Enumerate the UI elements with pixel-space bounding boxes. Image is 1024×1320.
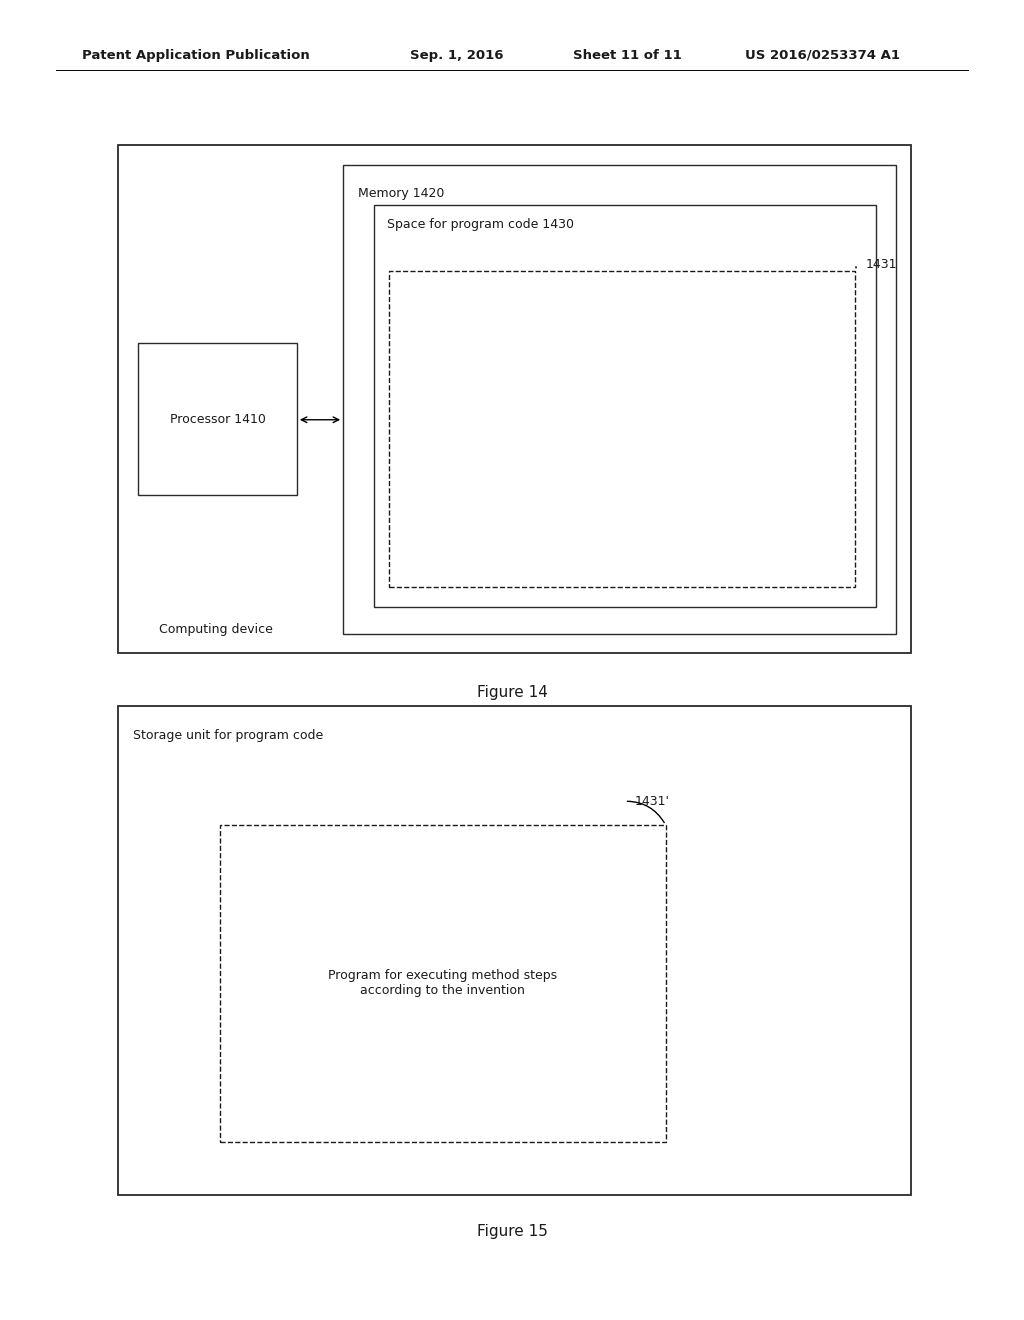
Bar — [118, 145, 911, 653]
Bar — [138, 343, 297, 495]
Bar — [118, 706, 911, 1195]
Text: 1431: 1431 — [865, 257, 897, 271]
Text: Figure 15: Figure 15 — [476, 1224, 548, 1239]
Text: Program for executing method steps
according to the invention: Program for executing method steps accor… — [508, 414, 736, 444]
Bar — [220, 825, 666, 1142]
Text: Patent Application Publication: Patent Application Publication — [82, 49, 309, 62]
Bar — [389, 271, 855, 587]
Text: Space for program code 1430: Space for program code 1430 — [387, 218, 574, 231]
Text: Processor 1410: Processor 1410 — [170, 413, 265, 425]
Text: Storage unit for program code: Storage unit for program code — [133, 729, 324, 742]
Text: Program for executing method steps
according to the invention: Program for executing method steps accor… — [329, 969, 557, 998]
Text: 1431': 1431' — [635, 795, 670, 808]
Bar — [343, 165, 896, 634]
Text: Computing device: Computing device — [159, 623, 272, 636]
Text: Memory 1420: Memory 1420 — [358, 187, 444, 201]
Text: Sep. 1, 2016: Sep. 1, 2016 — [410, 49, 503, 62]
Bar — [374, 205, 876, 607]
Text: Figure 14: Figure 14 — [476, 685, 548, 701]
Text: US 2016/0253374 A1: US 2016/0253374 A1 — [745, 49, 900, 62]
Text: Sheet 11 of 11: Sheet 11 of 11 — [573, 49, 682, 62]
